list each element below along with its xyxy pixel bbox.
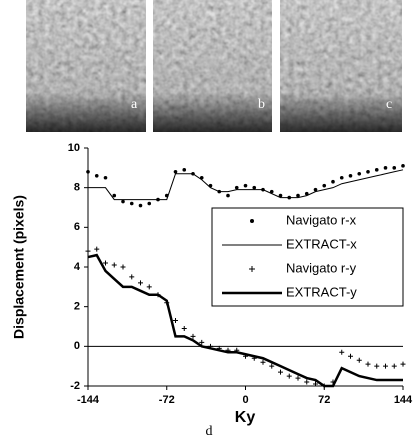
marker-plus <box>286 373 292 379</box>
y-tick-label: 10 <box>68 142 80 154</box>
panel-label: d <box>206 424 213 439</box>
x-tick-label: 72 <box>318 394 330 406</box>
y-tick-label: -2 <box>70 380 80 392</box>
marker-plus <box>295 375 301 381</box>
marker-plus <box>181 325 187 331</box>
marker-plus <box>129 274 135 280</box>
marker-dot <box>121 199 125 204</box>
marker-dot <box>112 193 117 198</box>
marker-dot <box>226 193 230 198</box>
marker-plus <box>120 264 126 270</box>
x-tick-label: 144 <box>394 394 413 406</box>
marker-dot <box>313 187 318 192</box>
y-tick-label: 2 <box>74 301 80 313</box>
marker-plus <box>190 333 196 339</box>
series-line <box>88 169 404 201</box>
marker-dot <box>339 175 344 180</box>
marker-dot <box>234 185 239 190</box>
y-tick-label: 4 <box>74 261 81 273</box>
image-b <box>153 0 272 132</box>
marker-plus <box>269 363 275 369</box>
marker-dot <box>103 175 108 180</box>
marker-dot <box>401 164 405 168</box>
marker-plus <box>173 318 178 324</box>
marker-dot <box>348 173 353 178</box>
marker-plus <box>391 363 397 369</box>
marker-dot <box>269 189 274 194</box>
marker-plus <box>199 339 205 345</box>
marker-dot <box>278 193 283 198</box>
marker-plus <box>374 363 380 369</box>
image-c <box>280 0 402 132</box>
marker-plus <box>313 381 318 387</box>
marker-plus <box>304 379 310 385</box>
marker-dot <box>374 168 379 172</box>
marker-plus <box>138 280 143 286</box>
marker-dot <box>243 183 248 188</box>
y-axis-label: Displacement (pixels) <box>11 195 27 339</box>
legend-label: Navigato r-x <box>286 212 357 227</box>
legend-label: EXTRACT-x <box>286 236 357 251</box>
marker-plus <box>111 262 117 268</box>
panel-label: c <box>386 97 392 112</box>
marker-dot <box>147 201 152 206</box>
marker-plus <box>365 361 371 367</box>
marker-dot <box>357 171 362 176</box>
marker-dot <box>322 183 327 188</box>
x-tick-label: -72 <box>159 394 175 406</box>
marker-plus <box>339 349 345 355</box>
marker-plus <box>94 246 100 252</box>
marker-dot <box>173 170 178 174</box>
marker-dot <box>296 193 300 198</box>
legend-label: Navigato r-y <box>286 260 357 275</box>
x-tick-label: -144 <box>77 394 100 406</box>
legend-box <box>211 207 404 307</box>
marker-dot <box>86 170 90 174</box>
series-line <box>87 253 403 388</box>
marker-dot <box>94 173 99 178</box>
legend-swatch <box>249 266 255 272</box>
image-a <box>26 0 146 132</box>
marker-plus <box>383 363 388 369</box>
marker-dot <box>182 168 187 172</box>
marker-plus <box>103 260 108 266</box>
y-tick-label: 0 <box>74 340 80 352</box>
legend-label: EXTRACT-y <box>286 284 357 299</box>
marker-plus <box>146 284 152 290</box>
marker-plus <box>356 357 362 363</box>
marker-plus <box>85 248 91 254</box>
marker-dot <box>252 185 257 190</box>
marker-dot <box>392 166 397 170</box>
x-axis-label: Ky <box>235 409 256 426</box>
panel-label: b <box>258 97 265 112</box>
y-tick-label: 6 <box>74 221 80 233</box>
marker-dot <box>304 191 309 196</box>
marker-dot <box>383 166 388 170</box>
marker-plus <box>400 361 406 367</box>
y-tick-label: 8 <box>74 182 80 194</box>
marker-dot <box>138 203 143 208</box>
marker-dot <box>331 179 335 184</box>
marker-plus <box>348 353 353 359</box>
marker-dot <box>129 201 134 206</box>
marker-dot <box>366 170 370 174</box>
legend-swatch <box>250 219 254 223</box>
marker-plus <box>260 359 266 365</box>
marker-plus <box>278 369 283 375</box>
x-tick-label: 0 <box>242 394 248 406</box>
panel-label: a <box>131 97 138 112</box>
